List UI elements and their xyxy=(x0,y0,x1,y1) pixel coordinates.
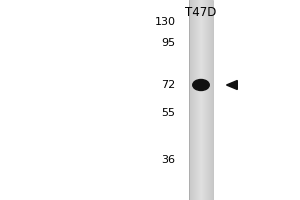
Bar xyxy=(189,0,190,200)
Ellipse shape xyxy=(193,79,209,90)
Bar xyxy=(205,0,206,200)
Bar xyxy=(195,0,196,200)
Bar xyxy=(209,0,210,200)
Text: 72: 72 xyxy=(161,80,176,90)
Bar xyxy=(204,0,205,200)
Text: 55: 55 xyxy=(161,108,176,118)
Bar xyxy=(202,0,203,200)
Text: 130: 130 xyxy=(154,17,176,27)
Bar xyxy=(192,0,193,200)
Bar xyxy=(193,0,194,200)
Text: 36: 36 xyxy=(161,155,176,165)
Bar xyxy=(208,0,209,200)
Bar xyxy=(210,0,211,200)
Text: T47D: T47D xyxy=(185,6,217,19)
Bar xyxy=(198,0,199,200)
Bar xyxy=(194,0,195,200)
Bar xyxy=(207,0,208,200)
Text: 95: 95 xyxy=(161,38,176,48)
Bar xyxy=(200,0,201,200)
Bar xyxy=(190,0,191,200)
Bar xyxy=(211,0,212,200)
Bar xyxy=(191,0,192,200)
Bar xyxy=(199,0,200,200)
Bar xyxy=(197,0,198,200)
Bar xyxy=(201,0,202,200)
Bar xyxy=(212,0,213,200)
Bar xyxy=(203,0,204,200)
Bar xyxy=(196,0,197,200)
Polygon shape xyxy=(226,80,237,90)
Bar xyxy=(206,0,207,200)
